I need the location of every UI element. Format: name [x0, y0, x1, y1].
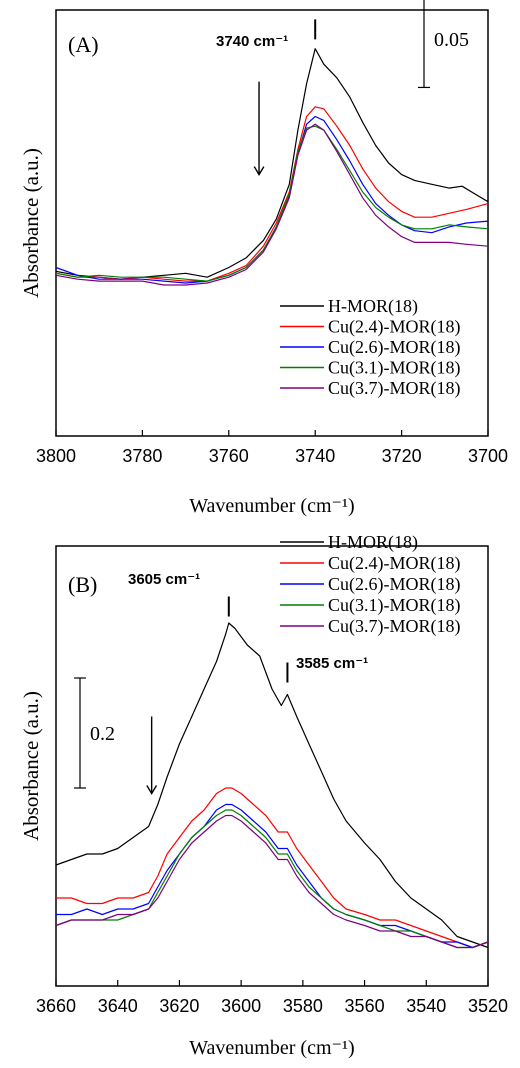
legend-label: Cu(2.4)-MOR(18)	[328, 317, 461, 338]
series-line-h-mor-18	[55, 622, 489, 949]
x-axis-ticks: 3660 3640 3620 3600 3580 3560 3540 3520	[36, 980, 508, 1016]
x-tick-label: 3700	[468, 446, 508, 466]
series-line-cu-2-4-mor-18	[55, 106, 489, 282]
series-line-cu-3-7-mor-18	[55, 123, 489, 286]
panel-label: (B)	[68, 572, 97, 597]
legend-label: Cu(3.1)-MOR(18)	[328, 358, 461, 379]
x-axis-ticks: 3800 3780 3760 3740 3720 3700	[36, 430, 508, 466]
panel-a: 3800 3780 3760 3740 3720 3700 (A) 0.05 3740 cm…	[19, 0, 508, 517]
x-tick-label: 3600	[221, 996, 261, 1016]
x-tick-label: 3740	[295, 446, 335, 466]
legend-entry: Cu(3.7)-MOR(18)	[280, 378, 461, 399]
legend-label: Cu(2.4)-MOR(18)	[328, 553, 461, 574]
legend-entry: Cu(3.1)-MOR(18)	[280, 595, 461, 616]
legend-label: Cu(2.6)-MOR(18)	[328, 574, 461, 595]
x-tick-label: 3640	[98, 996, 138, 1016]
x-tick-label: 3660	[36, 996, 76, 1016]
y-axis-label: Absorbance (a.u.)	[19, 148, 43, 298]
series-line-cu-3-7-mor-18	[55, 814, 489, 949]
panel-label: (A)	[68, 32, 99, 57]
legend-entry: Cu(3.7)-MOR(18)	[280, 616, 461, 637]
annotation-layer: 0.2 3605 cm⁻¹ 3585 cm⁻¹	[74, 571, 368, 795]
scale-bar-label: 0.05	[434, 29, 469, 51]
x-tick-label: 3800	[36, 446, 76, 466]
legend-label: H-MOR(18)	[328, 532, 418, 553]
series-line-cu-2-6-mor-18	[55, 115, 489, 284]
legend-entry: H-MOR(18)	[280, 296, 418, 317]
x-tick-label: 3540	[406, 996, 446, 1016]
series-line-cu-2-4-mor-18	[56, 787, 489, 949]
legend: H-MOR(18)Cu(2.4)-MOR(18)Cu(2.6)-MOR(18)C…	[280, 296, 461, 399]
x-tick-label: 3780	[122, 446, 162, 466]
x-tick-label: 3580	[283, 996, 323, 1016]
legend-entry: Cu(2.4)-MOR(18)	[280, 553, 461, 574]
legend-label: H-MOR(18)	[328, 296, 418, 317]
series-layer	[55, 48, 489, 286]
series-line-cu-3-1-mor-18	[55, 809, 489, 949]
scale-bar: 0.05	[418, 0, 469, 89]
panel-b: 3660 3640 3620 3600 3580 3560 3540 3520 (B) 0.2…	[19, 532, 508, 1059]
peak-annotation: 3605 cm⁻¹	[128, 571, 200, 588]
series-line-cu-2-6-mor-18	[56, 803, 489, 949]
scale-bar-label: 0.2	[90, 723, 115, 745]
legend-entry: Cu(2.6)-MOR(18)	[280, 337, 461, 358]
x-tick-label: 3520	[468, 996, 508, 1016]
legend-entry: Cu(2.6)-MOR(18)	[280, 574, 461, 595]
series-line-cu-3-1-mor-18	[55, 125, 489, 282]
y-axis-label: Absorbance (a.u.)	[19, 691, 43, 841]
legend-label: Cu(3.7)-MOR(18)	[328, 378, 461, 399]
x-tick-label: 3760	[209, 446, 249, 466]
series-layer	[55, 622, 489, 949]
legend-label: Cu(3.1)-MOR(18)	[328, 595, 461, 616]
plot-frame	[55, 545, 489, 987]
series-line-h-mor-18	[55, 48, 489, 280]
legend-entry: Cu(3.1)-MOR(18)	[280, 358, 461, 379]
peak-annotation: 3740 cm⁻¹	[216, 33, 288, 50]
legend-label: Cu(2.6)-MOR(18)	[328, 337, 461, 358]
legend-label: Cu(3.7)-MOR(18)	[328, 616, 461, 637]
x-tick-label: 3720	[382, 446, 422, 466]
down-arrow	[253, 81, 265, 176]
peak-annotation: 3585 cm⁻¹	[296, 655, 368, 672]
legend-entry: H-MOR(18)	[280, 532, 418, 553]
legend-entry: Cu(2.4)-MOR(18)	[280, 317, 461, 338]
x-axis-label: Wavenumber (cm⁻¹)	[189, 1037, 354, 1059]
down-arrow	[146, 716, 158, 795]
plot-frame	[55, 9, 489, 437]
scale-bar: 0.2	[74, 677, 115, 789]
x-axis-label: Wavenumber (cm⁻¹)	[189, 495, 354, 517]
legend: H-MOR(18)Cu(2.4)-MOR(18)Cu(2.6)-MOR(18)C…	[280, 532, 461, 637]
x-tick-label: 3620	[159, 996, 199, 1016]
annotation-layer: 0.05 3740 cm⁻¹	[216, 0, 469, 176]
x-tick-label: 3560	[345, 996, 385, 1016]
